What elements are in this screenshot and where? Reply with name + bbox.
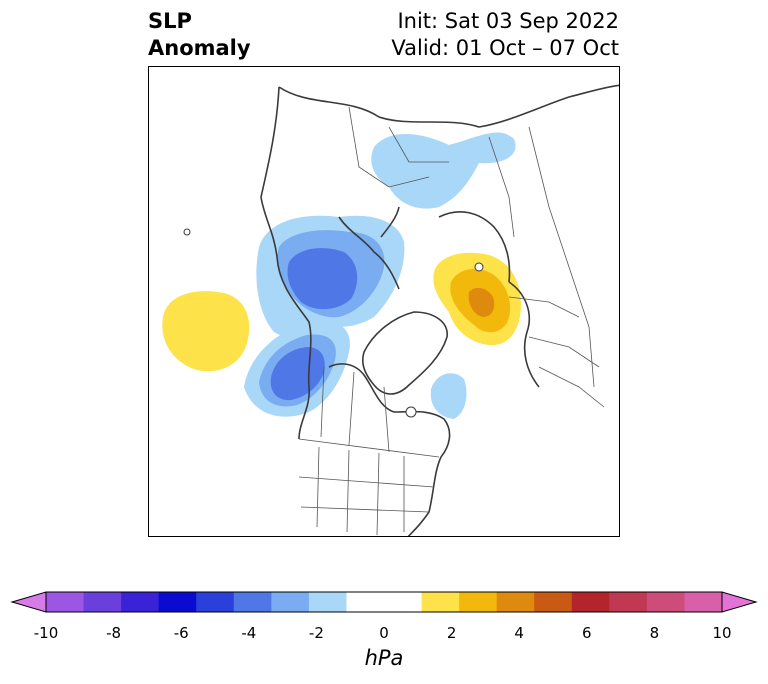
coastline-na-west <box>260 86 312 440</box>
border-canada-us <box>298 438 440 458</box>
anomaly-negative-eurasia <box>371 132 516 209</box>
colorbar-cell <box>496 592 535 612</box>
border-europe-2 <box>538 366 605 408</box>
anomaly-negative-dark-west <box>270 347 325 401</box>
colorbar-cell <box>346 592 385 612</box>
border-asia-2 <box>388 126 449 163</box>
borders <box>298 106 605 536</box>
colorbar-extend-right <box>721 591 758 613</box>
anomaly-shading <box>162 132 521 419</box>
colorbar-cell <box>233 592 272 612</box>
colorbar-tick-label: -10 <box>33 624 59 642</box>
title-line-2: Anomaly <box>148 36 251 60</box>
colorbar-tick-label: 8 <box>649 624 660 642</box>
colorbar-outline <box>45 591 723 613</box>
colorbar-tick-label: 0 <box>379 624 389 642</box>
colorbar-cell <box>646 592 685 612</box>
coastline-arctic-na <box>338 206 400 290</box>
anomaly-negative-dark-north <box>287 248 358 310</box>
colorbar-tick-label: 6 <box>582 624 592 642</box>
colorbar-cell <box>271 592 310 612</box>
island-nz <box>183 228 191 236</box>
colorbar-label: hPa <box>364 646 404 670</box>
colorbar-cell <box>421 592 460 612</box>
colorbar-cell <box>459 592 498 612</box>
coastline-europe <box>508 281 540 388</box>
anomaly-map <box>148 66 620 537</box>
border-russia-2 <box>488 136 515 238</box>
coastlines <box>260 84 619 536</box>
coastline-us-east <box>407 456 442 536</box>
colorbar-cell <box>384 592 423 612</box>
colorbar-extend-left <box>10 591 47 613</box>
colorbar-cell <box>46 592 85 612</box>
island-iceland <box>405 406 417 418</box>
colorbar-tick-label: 2 <box>446 624 457 642</box>
colorbar-cell <box>609 592 648 612</box>
colorbar-tick-label: 10 <box>712 624 732 642</box>
coastline-scandinavia <box>438 211 511 283</box>
coastline-eurasia <box>278 84 619 128</box>
coastline-canada-east <box>328 363 451 458</box>
border-states-2 <box>298 476 435 513</box>
colorbar-cell <box>196 592 235 612</box>
colorbar-tick-label: -2 <box>308 624 324 642</box>
colorbar-tick-label: -4 <box>241 624 257 642</box>
colorbar-tick-label: -8 <box>106 624 122 642</box>
colorbar-tick-label: 4 <box>514 624 524 642</box>
colorbar-cell <box>158 592 197 612</box>
colorbar-cell <box>308 592 347 612</box>
colorbar-cell <box>121 592 160 612</box>
border-canada-prov <box>320 366 390 453</box>
date-info: Init: Sat 03 Sep 2022 Valid: 01 Oct – 07… <box>391 8 619 62</box>
valid-range: Valid: 01 Oct – 07 Oct <box>391 36 619 60</box>
map-svg <box>162 84 619 536</box>
colorbar-cell <box>534 592 573 612</box>
islands <box>183 228 484 418</box>
border-asia-1 <box>348 106 430 188</box>
colorbar-cell <box>571 592 610 612</box>
anomaly-positive-pacific <box>162 291 250 372</box>
border-states-1 <box>316 446 405 536</box>
anomaly-negative-atlantic <box>430 373 467 419</box>
colorbar-cell <box>83 592 122 612</box>
anomaly-positive-dark <box>468 287 495 317</box>
colorbar-cell <box>684 592 723 612</box>
colorbar <box>10 591 758 613</box>
border-europe-1 <box>508 296 600 368</box>
colorbar-cells <box>46 592 723 612</box>
island-svalbard <box>474 262 484 272</box>
title-line-1: SLP <box>148 9 192 33</box>
init-date: Init: Sat 03 Sep 2022 <box>397 9 619 33</box>
colorbar-tick-label: -6 <box>173 624 189 642</box>
border-russia-1 <box>528 126 595 388</box>
coastline-greenland <box>361 311 448 395</box>
map-title: SLP Anomaly <box>148 8 251 62</box>
